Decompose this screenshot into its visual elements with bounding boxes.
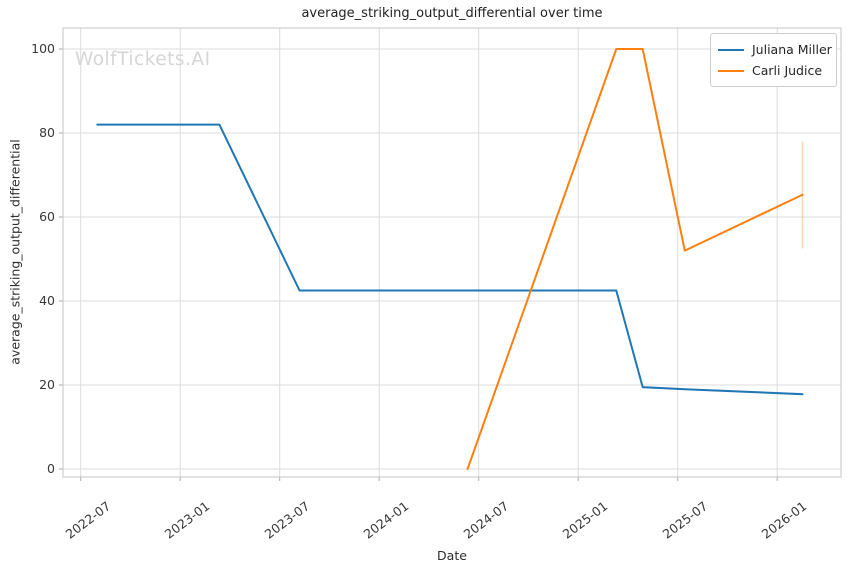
series-line-carli-judice	[466, 48, 804, 470]
y-tick-label: 20	[39, 377, 55, 392]
series-line-juliana-miller	[96, 123, 804, 396]
y-axis-label: average_striking_output_differential	[7, 139, 23, 365]
legend-line-swatch	[718, 48, 744, 51]
legend-label: Carli Judice	[752, 63, 823, 78]
y-tick-label: 40	[39, 293, 55, 308]
y-tick-label: 60	[39, 209, 55, 224]
y-tick-label: 0	[47, 461, 55, 476]
watermark: WolfTickets.AI	[75, 49, 211, 70]
y-tick-label: 80	[39, 125, 55, 140]
legend-label: Juliana Miller	[752, 42, 832, 57]
legend-entry: Carli Judice	[718, 60, 827, 81]
plot-border	[62, 27, 842, 478]
chart-title: average_striking_output_differential ove…	[301, 6, 603, 21]
legend-line-swatch	[718, 69, 744, 72]
legend: Juliana Miller Carli Judice	[710, 33, 837, 87]
y-tick-label: 100	[31, 41, 55, 56]
x-axis-label: Date	[437, 548, 467, 563]
legend-entry: Juliana Miller	[718, 39, 832, 60]
